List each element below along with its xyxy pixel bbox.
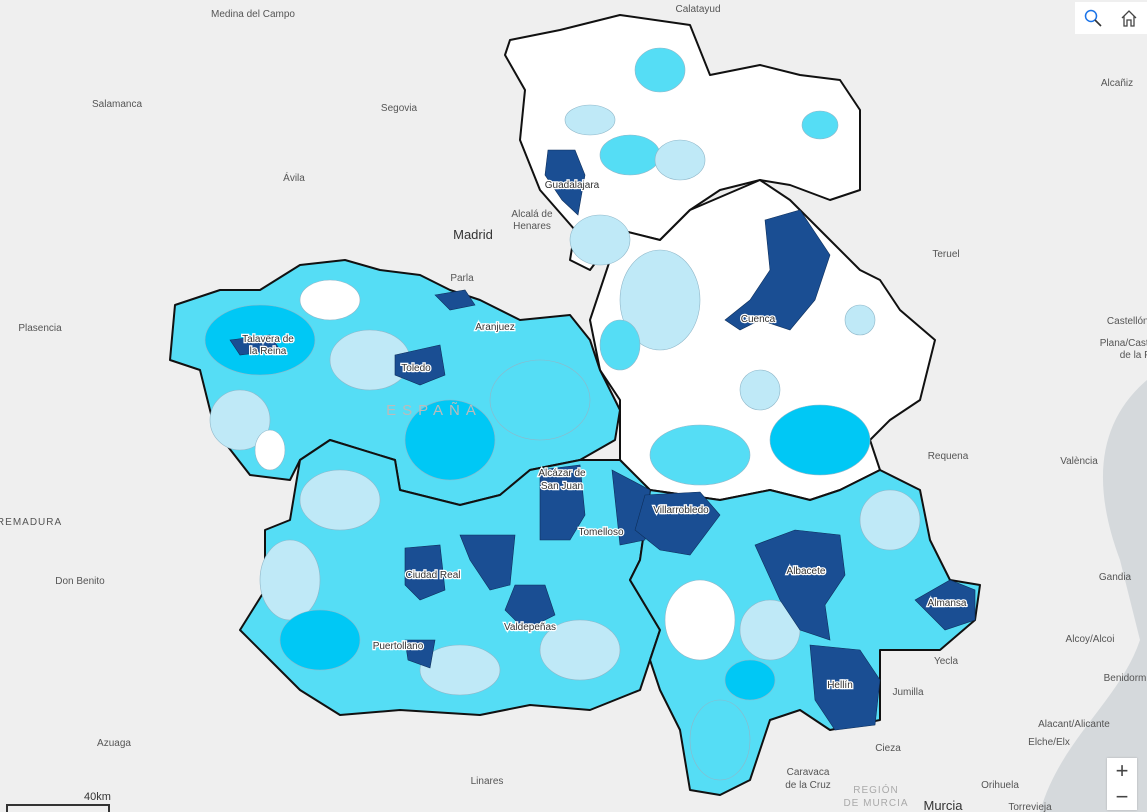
city-label: la Reina xyxy=(250,346,287,357)
place-label: Alcoy/Alcoi xyxy=(1066,634,1115,645)
city-label: Guadalajara xyxy=(545,180,600,191)
place-label: Cieza xyxy=(875,743,901,754)
place-label: Yecla xyxy=(934,656,959,667)
city-label: Almansa xyxy=(928,598,967,609)
scale-bar xyxy=(6,804,110,812)
place-label: Segovia xyxy=(381,103,418,114)
city-label: Ciudad Real xyxy=(405,570,460,581)
place-label: Madrid xyxy=(453,227,493,242)
city-label: Alcázar de xyxy=(538,468,586,479)
place-label: Medina del Campo xyxy=(211,9,295,20)
zoom-out-button[interactable]: − xyxy=(1115,784,1129,809)
place-label: Parla xyxy=(450,273,474,284)
place-label: de la Cruz xyxy=(785,780,831,791)
region-label: DE MURCIA xyxy=(843,798,908,809)
place-label: Azuaga xyxy=(97,738,131,749)
place-label: Benidorm xyxy=(1104,673,1147,684)
city-label: Toledo xyxy=(401,363,431,374)
place-label: Jumilla xyxy=(892,687,924,698)
city-label: Valdepeñas xyxy=(504,622,556,633)
place-label: Requena xyxy=(928,451,969,462)
city-label: Talavera de xyxy=(242,334,294,345)
region-label: REGIÓN xyxy=(853,783,898,796)
home-icon xyxy=(1121,10,1137,27)
city-label: Puertollano xyxy=(373,641,424,652)
place-label: Henares xyxy=(513,221,551,232)
place-label: Gandia xyxy=(1099,572,1132,583)
zoom-in-button[interactable]: + xyxy=(1115,758,1129,783)
place-label: Murcia xyxy=(923,798,963,812)
region-label: TREMADURA xyxy=(0,517,62,528)
country-label: ESPAÑA xyxy=(386,402,482,419)
home-button[interactable] xyxy=(1116,5,1142,31)
city-label: San Juan xyxy=(541,481,583,492)
scale-bar-label: 40km xyxy=(84,791,111,803)
place-label: Salamanca xyxy=(92,99,142,110)
place-label: Caravaca xyxy=(787,767,830,778)
place-label: Alacant/Alicante xyxy=(1038,719,1110,730)
sea xyxy=(1040,380,1147,812)
place-label: Calatayud xyxy=(675,4,720,15)
place-label: Plana/Castelló xyxy=(1100,338,1147,349)
city-label: Cuenca xyxy=(741,314,776,325)
place-label: Alcañiz xyxy=(1101,78,1133,89)
search-button[interactable] xyxy=(1080,5,1106,31)
zoom-control: + − xyxy=(1107,758,1137,810)
city-label: Villarrobledo xyxy=(653,505,709,516)
map-toolbar xyxy=(1075,2,1147,34)
search-icon xyxy=(1084,9,1102,27)
place-label: Alcalá de xyxy=(511,209,553,220)
city-label: Tomelloso xyxy=(578,527,623,538)
place-label: Castellón de la xyxy=(1107,316,1147,327)
place-label: Elche/Elx xyxy=(1028,737,1070,748)
city-label: Hellín xyxy=(827,680,853,691)
place-label: Ávila xyxy=(283,171,305,184)
city-label: Aranjuez xyxy=(475,322,514,333)
place-label: València xyxy=(1060,456,1098,467)
place-label: Teruel xyxy=(932,249,959,260)
city-label: Albacete xyxy=(787,566,826,577)
place-label: Orihuela xyxy=(981,780,1019,791)
place-label: Plasencia xyxy=(18,323,62,334)
place-label: de la P. xyxy=(1120,350,1147,361)
place-label: Linares xyxy=(471,776,504,787)
place-label: Torrevieja xyxy=(1008,802,1052,812)
place-label: Don Benito xyxy=(55,576,105,587)
